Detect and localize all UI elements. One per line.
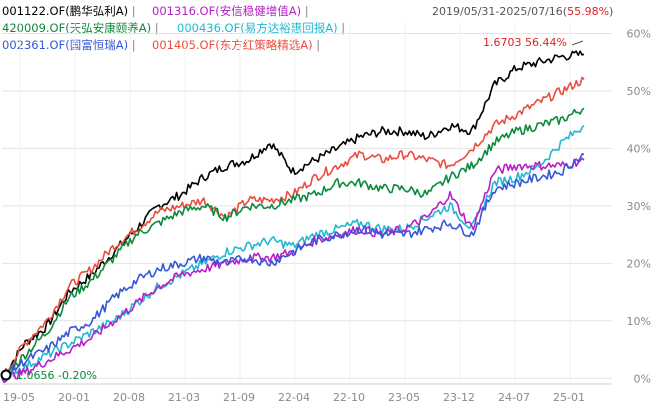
svg-text:1.0656 -0.20%: 1.0656 -0.20% [16,369,97,382]
end-annotation: 1.6703 56.44% [483,36,584,49]
date-range-header: 2019/05/31-2025/07/16(55.98%) [432,5,613,18]
series-line-420009-of[interactable] [1,107,585,379]
end-arrow-icon [571,40,584,46]
x-tick-label: 24-07 [498,391,530,404]
series-line-001316-of[interactable] [1,157,585,383]
start-annotation: 1.0656 -0.20% [0,369,97,382]
y-tick-label: 30% [627,200,651,213]
x-tick-label: 21-03 [168,391,200,404]
y-tick-label: 0% [634,372,651,385]
start-marker-icon [0,369,12,381]
svg-text:2019/05/31-2025/07/16(55.98%): 2019/05/31-2025/07/16(55.98%) [432,5,613,18]
x-tick-label: 22-04 [278,391,310,404]
legend: 001122.OF(鹏华弘利A) | 001316.OF(安信稳健增值A) | … [2,4,345,52]
end-pct: 56.44% [525,36,567,49]
legend-item-001316[interactable]: 001316.OF(安信稳健增值A) | [152,4,309,18]
x-tick-label: 25-01 [553,391,585,404]
y-tick-label: 60% [627,27,651,40]
legend-label: 001316.OF(安信稳健增值A) [152,4,301,18]
legend-label: 001122.OF(鹏华弘利A) [2,4,128,18]
end-value: 1.6703 [483,36,522,49]
legend-label: 420009.OF(天弘安康颐养A) [2,21,151,35]
date-range: 2019/05/31-2025/07/16 [432,5,563,18]
x-tick-label: 23-05 [388,391,420,404]
start-value: 1.0656 [16,369,55,382]
legend-label: 001405.OF(东方红策略精选A) [152,38,313,52]
series-lines [1,50,585,383]
legend-item-001122[interactable]: 001122.OF(鹏华弘利A) | [2,4,136,18]
svg-text:1.6703 56.44%: 1.6703 56.44% [483,36,567,49]
y-tick-label: 40% [627,142,651,155]
legend-item-000436[interactable]: 000436.OF(易方达裕惠回报A) | [177,21,345,35]
x-tick-label: 20-08 [113,391,145,404]
series-line-002361-of[interactable] [1,153,585,379]
legend-label: 000436.OF(易方达裕惠回报A) [177,21,338,35]
y-tick-label: 50% [627,85,651,98]
x-tick-label: 22-10 [333,391,365,404]
legend-label: 002361.OF(国富恒瑞A) [2,38,128,52]
x-tick-label: 23-12 [443,391,475,404]
x-tick-label: 20-01 [58,391,90,404]
start-pct: -0.20% [58,369,97,382]
legend-item-420009[interactable]: 420009.OF(天弘安康颐养A) | [2,21,159,35]
x-tick-label: 19-05 [3,391,35,404]
y-axis: 0% 10% 20% 30% 40% 50% 60% [627,27,651,385]
y-tick-label: 10% [627,315,651,328]
series-line-000436-of[interactable] [1,124,585,383]
series-line-001405-of[interactable] [1,76,585,380]
range-change: 55.98% [567,5,609,18]
series-line-001122-of[interactable] [1,50,585,379]
x-axis: 19-05 20-01 20-08 21-03 21-09 22-04 22-10 23-05… [2,383,612,404]
x-tick-label: 21-09 [223,391,255,404]
y-tick-label: 20% [627,257,651,270]
legend-item-001405[interactable]: 001405.OF(东方红策略精选A) | [152,38,320,52]
legend-item-002361[interactable]: 002361.OF(国富恒瑞A) | [2,38,136,52]
